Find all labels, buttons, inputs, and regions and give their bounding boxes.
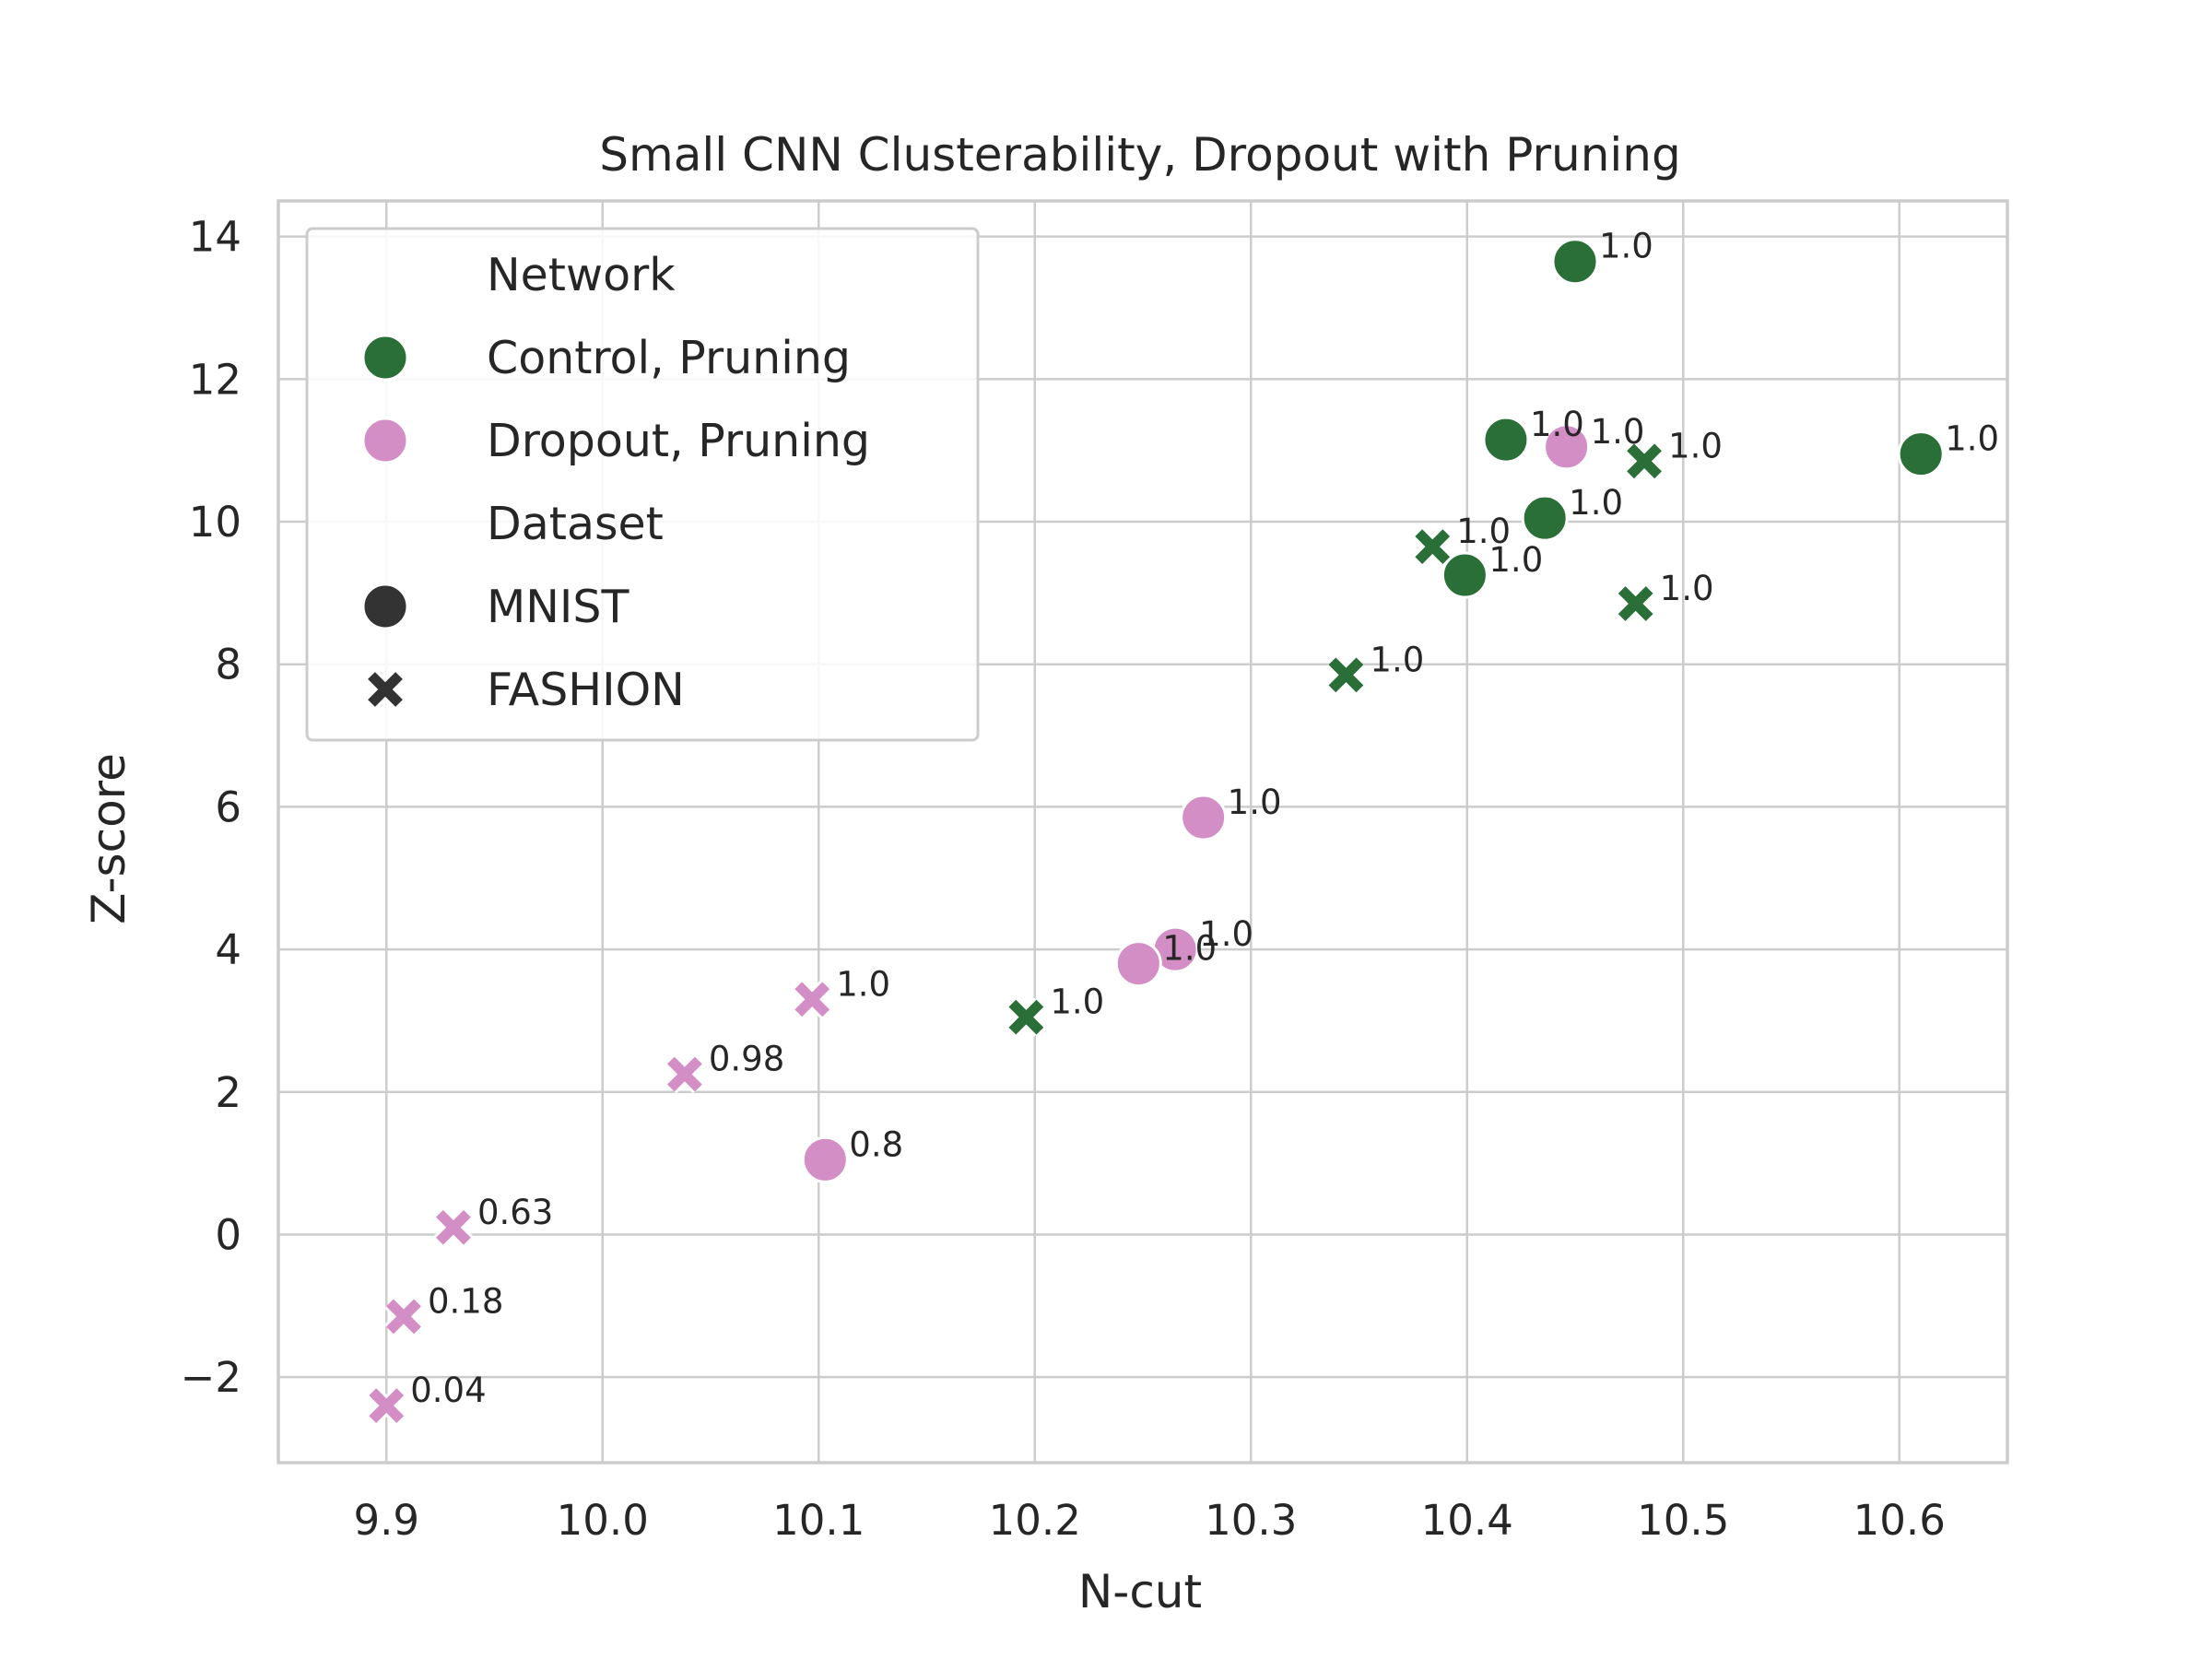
- data-label: 0.8: [849, 1124, 903, 1164]
- data-label: 1.0: [1228, 782, 1282, 822]
- data-label: 0.18: [428, 1281, 503, 1321]
- x-tick-label: 10.6: [1853, 1496, 1946, 1545]
- data-label: 1.0: [1370, 640, 1424, 679]
- x-axis-label: N-cut: [1078, 1565, 1202, 1618]
- data-label: 0.63: [477, 1193, 553, 1232]
- y-axis-label: Z-score: [82, 753, 135, 924]
- data-point-circle: [1551, 238, 1599, 286]
- data-label: 1.0: [1599, 227, 1653, 266]
- data-label: 0.04: [410, 1371, 486, 1410]
- data-point-x: [383, 1297, 424, 1336]
- data-point-circle: [1180, 794, 1228, 841]
- legend-marker-circle: [361, 582, 409, 630]
- x-tick-label: 9.9: [353, 1496, 419, 1545]
- data-point-x: [1616, 583, 1655, 624]
- data-label: 1.0: [1945, 419, 1999, 459]
- x-tick-label: 10.1: [772, 1496, 865, 1545]
- data-label: 1.0: [836, 964, 890, 1004]
- data-label: 1.0: [1162, 929, 1217, 969]
- data-label: 1.0: [1660, 569, 1714, 608]
- data-point-circle: [1521, 494, 1569, 542]
- data-point-x: [1625, 441, 1665, 481]
- x-tick-label: 10.4: [1421, 1496, 1513, 1545]
- tick-labels: 9.9 10.0 10.1 10.2 10.3 10.4 10.5 10.6 −2 0 2 4 6 8 10…: [181, 213, 1946, 1545]
- y-tick-label: −2: [181, 1353, 241, 1402]
- legend-marker-x: [365, 669, 406, 710]
- x-tick-label: 10.3: [1205, 1496, 1297, 1545]
- legend-entry-label: Control, Pruning: [487, 332, 851, 384]
- y-tick-label: 6: [215, 782, 241, 831]
- legend-title: Network: [487, 249, 676, 301]
- data-point-x: [1413, 527, 1453, 567]
- legend-title: Dataset: [487, 498, 664, 550]
- y-tick-label: 2: [215, 1068, 241, 1117]
- data-point-x: [367, 1386, 406, 1426]
- x-tick-label: 10.2: [989, 1496, 1081, 1545]
- y-tick-label: 0: [215, 1210, 241, 1259]
- data-label: 1.0: [1199, 914, 1253, 954]
- data-label: 0.98: [709, 1039, 784, 1078]
- data-point-x: [433, 1207, 473, 1247]
- legend-marker-circle: [361, 417, 409, 465]
- data-point-circle: [1543, 423, 1591, 471]
- legend-box: [305, 227, 980, 742]
- y-tick-label: 8: [215, 641, 241, 689]
- data-label: 1.0: [1591, 412, 1645, 452]
- data-point-circle: [1482, 416, 1530, 464]
- legend-entry-label: MNIST: [487, 581, 629, 633]
- data-label: 1.0: [1488, 540, 1543, 580]
- point-labels: 1.01.01.01.01.01.01.01.01.01.01.01.01.01…: [410, 227, 1999, 1410]
- x-tick-label: 10.5: [1637, 1496, 1729, 1545]
- data-label: 1.0: [1456, 512, 1511, 551]
- data-label: 1.0: [1050, 982, 1104, 1022]
- legend-entry-label: FASHION: [487, 664, 685, 716]
- data-label: 1.0: [1569, 483, 1623, 523]
- y-tick-label: 12: [189, 355, 241, 404]
- data-point-x: [1006, 997, 1046, 1037]
- y-tick-label: 10: [189, 498, 241, 547]
- y-tick-label: 4: [215, 925, 241, 974]
- x-tick-label: 10.0: [557, 1496, 649, 1545]
- data-label: 1.0: [1530, 405, 1584, 444]
- plot-frame: [276, 199, 2009, 1465]
- legend-entry-label: Dropout, Pruning: [487, 415, 870, 467]
- data-point-circle: [801, 1135, 849, 1183]
- data-label: 1.0: [1668, 426, 1723, 465]
- chart-title: Small CNN Clusterability, Dropout with P…: [599, 128, 1680, 182]
- legend: Network Control, Pruning Dropout, Pruning D…: [305, 227, 980, 742]
- y-tick-label: 14: [189, 213, 241, 262]
- data-points: [367, 238, 1945, 1426]
- data-point-circle: [1897, 430, 1945, 478]
- legend-marker-circle: [361, 334, 409, 382]
- data-point-circle: [1441, 551, 1488, 599]
- data-point-circle: [1114, 940, 1162, 988]
- data-point-x: [665, 1054, 704, 1094]
- data-point-x: [1326, 655, 1366, 695]
- data-point-x: [793, 980, 832, 1019]
